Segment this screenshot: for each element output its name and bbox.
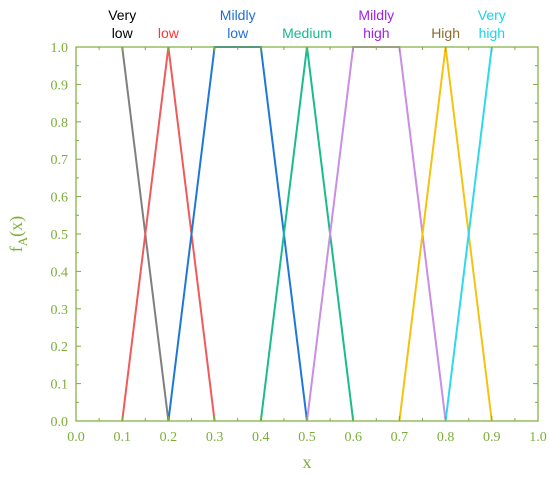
- y-axis-label: fA(x): [6, 216, 30, 252]
- x-tick-label: 0.9: [483, 430, 501, 445]
- x-axis-label: x: [303, 452, 312, 472]
- ticks-layer: [75, 46, 539, 422]
- x-tick-label: 0.6: [344, 430, 362, 445]
- series-line-6: [444, 46, 493, 422]
- y-axis-label-main: f: [6, 246, 26, 252]
- x-tick-label: 0.7: [391, 430, 409, 445]
- series-label-4: Mildly high: [358, 7, 394, 41]
- y-axis-label-tail: (x): [6, 216, 27, 237]
- series-line-4: [306, 46, 447, 422]
- series-label-line: high: [363, 25, 389, 41]
- series-label-0: Very low: [108, 7, 136, 41]
- y-tick-label: 0.4: [51, 265, 69, 280]
- series-label-line: high: [479, 25, 505, 41]
- x-tick-label: 0.0: [67, 430, 85, 445]
- series-label-line: Very: [478, 7, 506, 23]
- series-label-6: Very high: [478, 7, 506, 41]
- y-axis-label-subscript: A: [15, 236, 30, 246]
- x-tick-label: 0.8: [437, 430, 455, 445]
- series-labels-layer: Very low low Mildly low Medium Mildly high High V…: [108, 7, 506, 41]
- y-tick-label: 0.6: [51, 191, 69, 206]
- tick-labels-layer: 0.0 0.1 0.2 0.3 0.4 0.5 0.6 0.7 0.8 0.9 1.0 0.0 0.1 0…: [51, 41, 547, 445]
- x-tick-label: 0.5: [298, 430, 316, 445]
- series-label-line: Very: [108, 7, 136, 23]
- series-line-5: [398, 46, 493, 422]
- series-label-2: Mildly low: [220, 7, 256, 41]
- x-tick-label: 0.1: [113, 430, 131, 445]
- y-tick-label: 0.0: [51, 415, 69, 430]
- series-label-line: Medium: [282, 25, 332, 41]
- y-tick-label: 1.0: [51, 41, 69, 56]
- y-tick-label: 0.2: [51, 340, 69, 355]
- x-tick-label: 0.3: [206, 430, 224, 445]
- series-label-1: low: [158, 25, 180, 41]
- y-tick-label: 0.9: [51, 78, 69, 93]
- series-label-5: High: [431, 25, 460, 41]
- y-tick-label: 0.5: [51, 228, 69, 243]
- series-line-2: [167, 46, 308, 422]
- series-label-line: low: [227, 25, 249, 41]
- y-tick-label: 0.7: [51, 153, 69, 168]
- x-tick-label: 0.2: [160, 430, 178, 445]
- series-label-line: Mildly: [220, 7, 256, 23]
- series-line-3: [259, 46, 355, 422]
- series-label-3: Medium: [282, 25, 332, 41]
- series-label-line: low: [158, 25, 180, 41]
- series-label-line: low: [112, 25, 134, 41]
- y-tick-label: 0.3: [51, 303, 69, 318]
- series-line-1: [121, 46, 216, 422]
- x-tick-label: 1.0: [529, 430, 547, 445]
- y-tick-label: 0.1: [51, 378, 69, 393]
- x-tick-label: 0.4: [252, 430, 270, 445]
- series-layer: [121, 46, 493, 422]
- series-label-line: High: [431, 25, 460, 41]
- series-label-line: Mildly: [358, 7, 394, 23]
- y-tick-label: 0.8: [51, 116, 69, 131]
